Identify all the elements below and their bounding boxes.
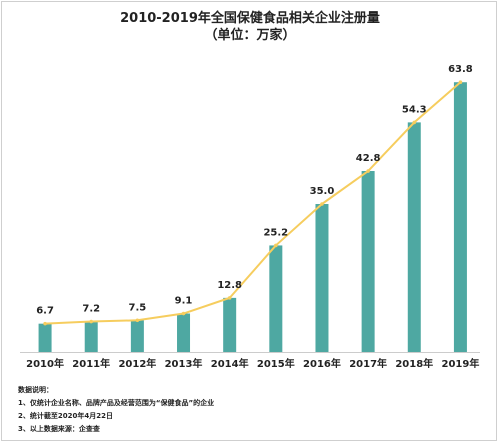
x-tick-label: 2010年 — [26, 357, 64, 370]
bar — [38, 323, 52, 352]
bar — [453, 82, 467, 353]
x-tick-label: 2019年 — [442, 357, 480, 370]
x-tick-label: 2012年 — [118, 357, 156, 370]
trend-point — [89, 319, 94, 324]
notes-heading: 数据说明： — [18, 386, 53, 394]
x-tick-label: 2011年 — [72, 357, 110, 370]
bar — [130, 320, 144, 352]
bar — [84, 321, 98, 352]
note-item-1: 1、仅统计企业名称、品牌产品及经营范围为“保健食品”的企业 — [18, 399, 215, 407]
chart-title: 2010-2019年全国保健食品相关企业注册量 — [120, 11, 380, 26]
trend-point — [43, 321, 47, 326]
trend-point — [181, 311, 186, 316]
trend-point — [458, 80, 463, 85]
trend-point — [412, 120, 417, 125]
data-notes: 数据说明： 1、仅统计企业名称、品牌产品及经营范围为“保健食品”的企业 2、统计… — [18, 384, 214, 436]
trend-line — [45, 81, 462, 325]
bar — [361, 171, 375, 352]
trend-point — [320, 202, 324, 206]
x-tick-label: 2015年 — [257, 357, 295, 370]
data-label: 12.8 — [217, 280, 242, 291]
bar — [269, 245, 283, 352]
data-label: 42.8 — [356, 153, 381, 164]
bar — [177, 313, 191, 352]
bar — [315, 204, 329, 352]
data-label: 9.1 — [175, 296, 193, 307]
data-label: 63.8 — [448, 64, 473, 75]
x-tick-label: 2013年 — [165, 357, 203, 370]
note-item-2: 2、统计截至2020年4月22日 — [18, 412, 113, 420]
x-tick-label: 2014年 — [211, 357, 249, 370]
x-tick-label: 2017年 — [349, 357, 387, 370]
data-label: 7.5 — [129, 302, 147, 313]
note-item-3: 3、以上数据来源：企查查 — [18, 425, 100, 433]
trend-point — [227, 296, 232, 300]
chart-subtitle: （单位：万家） — [204, 28, 296, 43]
data-label: 54.3 — [402, 104, 427, 115]
trend-point — [274, 243, 278, 248]
bar — [407, 122, 421, 352]
data-label: 7.2 — [82, 304, 100, 315]
x-tick-label: 2016年 — [303, 357, 341, 370]
bar — [223, 297, 237, 352]
data-label: 35.0 — [310, 186, 335, 197]
data-label: 6.7 — [36, 306, 54, 317]
x-tick-label: 2018年 — [395, 357, 433, 370]
trend-point — [366, 169, 370, 173]
trend-point — [135, 318, 140, 323]
data-label: 25.2 — [263, 227, 288, 238]
